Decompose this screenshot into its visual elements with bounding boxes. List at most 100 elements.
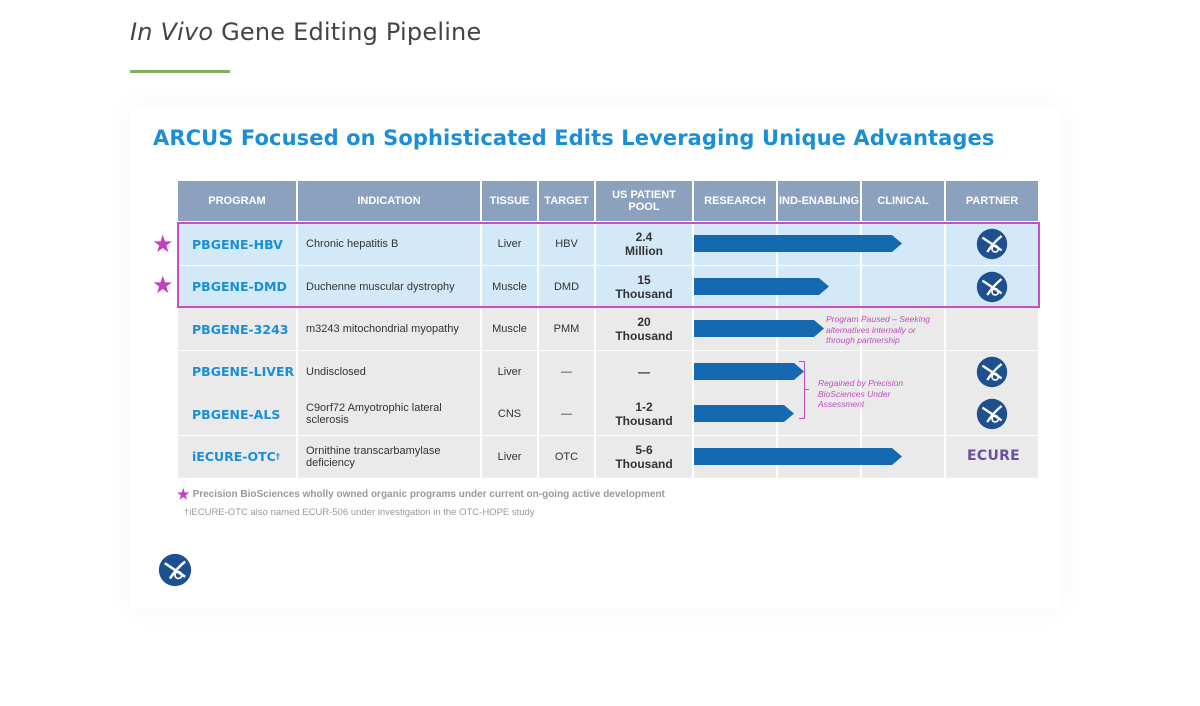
star-footnote-text: Precision BioSciences wholly owned organ… [192, 489, 665, 500]
column-separator [692, 265, 694, 308]
header-partner: PARTNER [946, 181, 1038, 221]
star-icon: ★ [152, 272, 174, 299]
patient-pool-unit: Thousand [615, 329, 673, 343]
stage-progress-arrow [694, 362, 804, 380]
column-separator [480, 265, 482, 308]
program-name: PBGENE-ALS [192, 406, 281, 422]
dagger-footnote: †iECURE-OTC also named ECUR-506 under in… [184, 507, 535, 518]
header-tissue: TISSUE [482, 181, 537, 221]
column-separator [944, 223, 946, 265]
header-clinical: CLINICAL [862, 181, 944, 221]
stage-progress-arrow [694, 277, 829, 295]
table-row: iECURE-OTC † Ornithine transcarbamylase de… [178, 435, 1038, 478]
program-name: iECURE-OTC † [192, 449, 280, 464]
patient-pool-number: 15 [637, 272, 651, 287]
patient-pool-number: 20 [637, 315, 651, 329]
stage-progress-arrow [694, 405, 794, 422]
program-name: PBGENE-LIVER [192, 364, 295, 379]
column-separator [944, 350, 946, 393]
stage-progress-arrow [694, 235, 902, 252]
target: — [561, 365, 572, 378]
program-name: PBGENE-HBV [192, 236, 283, 252]
tissue: Liver [497, 238, 522, 250]
patient-pool: 2.4 Million [596, 223, 692, 265]
indication: Undisclosed [306, 365, 366, 378]
patient-pool-unit: Thousand [615, 414, 673, 428]
column-separator [537, 223, 539, 265]
patient-pool-number: 5-6 [635, 442, 653, 457]
column-separator [480, 308, 482, 350]
column-separator [594, 435, 596, 478]
precision-logo-icon [976, 356, 1008, 388]
column-separator [944, 265, 946, 308]
patient-pool: 20 Thousand [596, 308, 692, 350]
table-row: PBGENE-ALS C9orf72 Amyotrophic lateral sc… [178, 393, 1038, 435]
target: OTC [554, 450, 579, 463]
column-separator [480, 350, 482, 393]
table-row: PBGENE-LIVER Undisclosed Liver — — [178, 350, 1038, 393]
column-separator [692, 435, 694, 478]
column-separator [537, 350, 539, 393]
precision-logo-icon [976, 228, 1008, 260]
page-title-rest: Gene Editing Pipeline [213, 18, 482, 46]
star-icon: ★ [177, 486, 190, 502]
table-row: PBGENE-DMD Duchenne muscular dystrophy Mus… [178, 265, 1038, 308]
page-title-italic: In Vivo [130, 18, 214, 46]
indication: Duchenne muscular dystrophy [306, 280, 455, 293]
column-separator [594, 223, 596, 265]
column-separator [296, 223, 298, 265]
column-separator [537, 265, 539, 308]
table-row: PBGENE-HBV Chronic hepatitis B Liver HBV 2.4… [178, 223, 1038, 265]
column-separator [594, 265, 596, 308]
star-footnote: ★ Precision BioSciences wholly owned orga… [177, 486, 665, 503]
patient-pool: 1-2 Thousand [596, 393, 692, 435]
regained-note: Regained by Precision BioSciences Under … [818, 378, 904, 409]
tissue: Liver [497, 365, 522, 378]
owned-programs-highlight [177, 222, 1040, 308]
column-separator [296, 308, 298, 350]
title-underline [130, 70, 230, 73]
header-program: PROGRAM [178, 181, 296, 221]
header-patient-pool: US PATIENT POOL [596, 181, 692, 221]
column-separator [692, 393, 694, 435]
header-ind-enabling: IND-ENABLING [778, 181, 860, 221]
slide-title: ARCUS Focused on Sophisticated Edits Lev… [153, 126, 995, 150]
column-separator [296, 265, 298, 308]
precision-logo-icon [976, 398, 1008, 430]
column-separator [692, 223, 694, 265]
target: PMM [553, 323, 580, 335]
column-separator [594, 350, 596, 393]
star-icon: ★ [152, 231, 174, 258]
stage-progress-arrow [694, 447, 902, 465]
column-separator [692, 308, 694, 350]
tissue: Muscle [492, 280, 527, 293]
bracket-tick [805, 389, 809, 390]
header-research: RESEARCH [694, 181, 776, 221]
column-separator [480, 393, 482, 435]
target: HBV [555, 238, 578, 250]
patient-pool-number: 2.4 [635, 230, 653, 244]
patient-pool-number: 1-2 [635, 400, 653, 414]
precision-logo-icon [976, 271, 1008, 303]
column-separator [860, 393, 862, 435]
program-name: PBGENE-3243 [192, 321, 289, 337]
patient-pool: 5-6 Thousand [596, 436, 692, 478]
program-name: PBGENE-DMD [192, 279, 287, 294]
bracket-icon [799, 361, 805, 419]
paused-note: Program Paused – Seeking alternatives in… [826, 314, 930, 345]
patient-pool: 15 Thousand [596, 266, 692, 308]
table-row: PBGENE-3243 m3243 mitochondrial myopathy M… [178, 308, 1038, 350]
stage-progress-arrow [694, 320, 824, 337]
dagger-mark: † [275, 452, 280, 461]
patient-pool-unit: Thousand [615, 286, 673, 301]
column-separator [296, 350, 298, 393]
column-separator [944, 308, 946, 350]
patient-pool-unit: Thousand [615, 456, 673, 471]
column-separator [944, 393, 946, 435]
column-separator [860, 308, 862, 350]
column-separator [594, 393, 596, 435]
column-separator [537, 393, 539, 435]
column-separator [480, 223, 482, 265]
patient-pool: — [596, 351, 692, 393]
indication: Chronic hepatitis B [306, 238, 399, 250]
